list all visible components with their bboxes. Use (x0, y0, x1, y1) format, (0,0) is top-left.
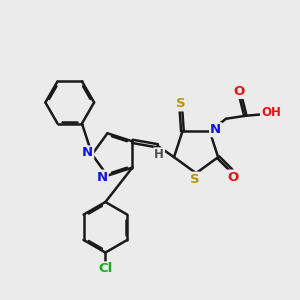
Text: S: S (176, 98, 186, 110)
Text: N: N (82, 146, 93, 160)
Text: N: N (97, 171, 108, 184)
Text: O: O (234, 85, 245, 98)
Text: H: H (154, 148, 164, 161)
Text: Cl: Cl (98, 262, 112, 275)
Text: O: O (227, 171, 239, 184)
Text: OH: OH (261, 106, 281, 119)
Text: N: N (210, 123, 221, 136)
Text: S: S (190, 172, 200, 186)
